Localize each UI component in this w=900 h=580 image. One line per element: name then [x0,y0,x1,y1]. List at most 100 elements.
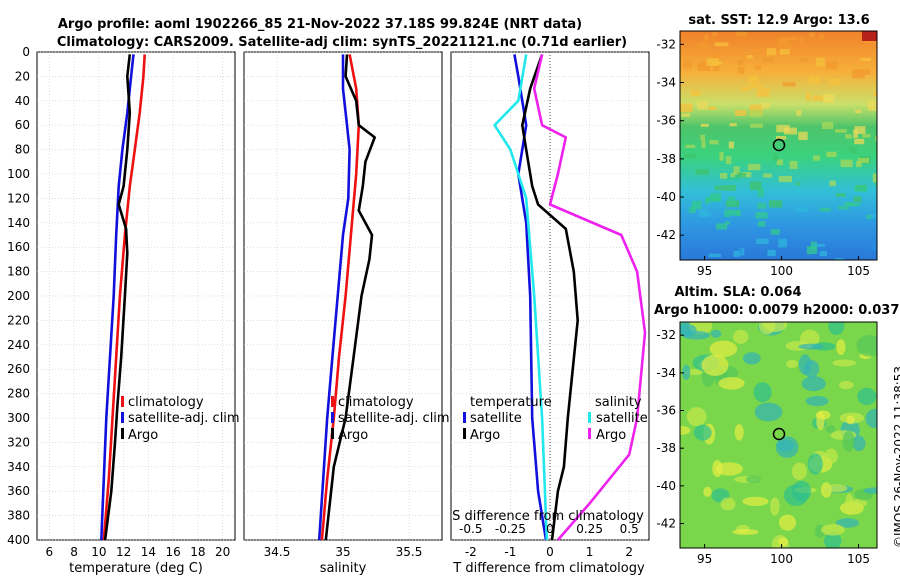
sla-blob [715,462,743,476]
sst-cell [848,146,857,154]
map-lon-label: 100 [770,552,793,566]
sst-cell [699,209,708,218]
s-diff-tick-label: 0.5 [620,522,639,536]
difference-legend: temperature satellite Argo salinity sate… [463,395,648,443]
sst-cell [789,36,797,41]
series-satellite-adj-clim [317,54,351,541]
sst-cell [756,238,769,244]
sst-cell [875,181,877,186]
sst-cell [719,151,724,161]
sst-cell [766,48,777,56]
sla-blob [720,497,736,511]
legend-swatch-t-argo [463,428,466,439]
depth-tick-label: 60 [15,118,30,132]
tick-labels: 0204060801001201401601802002202402602803… [7,45,639,559]
sla-map: Altim. SLA: 0.064 Argo h1000: 0.0079 h20… [654,285,899,566]
sst-cell [695,169,709,175]
legend-t-satellite: satellite [470,411,522,426]
sst-cell [749,181,762,191]
sst-cell [782,82,796,87]
sla-blob [824,448,838,464]
sst-cell [747,163,761,171]
sst-cell [697,41,709,49]
sst-cell [819,251,827,257]
sla-blob [845,493,854,516]
sst-cell [681,113,690,117]
sst-cell [822,121,834,129]
sla-blob [807,453,823,475]
sla-blob [758,322,776,335]
sst-cell [812,95,827,101]
sst-cell [729,123,737,127]
depth-tick-label: 220 [7,313,30,327]
sst-cell [789,160,798,169]
sst-cell [733,251,740,257]
sst-cell [754,51,762,55]
sla-ticks: 95 100 105 -32 -34 -36 -38 -40 -42 [656,328,870,566]
depth-tick-label: 180 [7,265,30,279]
sla-blob [815,410,831,420]
sla-blob [842,430,855,452]
x-tick-label: 34.5 [264,545,291,559]
map-lat-label: -32 [656,37,676,51]
sst-cell [868,105,877,111]
sst-cell [696,46,704,50]
sst-cell [798,131,808,141]
sst-cell [763,173,772,178]
sst-cell [726,184,736,191]
sst-cell [768,200,783,208]
sla-blob [778,514,797,531]
temperature-xlabel: temperature (deg C) [69,561,203,576]
sst-cell [747,55,753,59]
salinity-legend: climatology satellite-adj. clim Argo [331,395,450,443]
series-argo [103,54,132,541]
map-lat-label: -40 [656,479,676,493]
sst-cell [813,243,825,247]
x-tick-label: 8 [70,545,78,559]
imos-timestamp: ©IMOS 26-Nov-2022 11:38:53 [892,365,900,548]
sst-cell [749,75,759,85]
sst-cell [700,134,705,141]
difference-xlabel: T difference from climatology [452,561,645,576]
x-tick-label: 12 [116,545,131,559]
sst-cell [735,31,748,36]
sst-cell [757,188,765,197]
depth-tick-label: 380 [7,509,30,523]
map-lon-label: 105 [847,264,870,278]
map-lon-label: 105 [847,552,870,566]
sst-cell [735,110,747,116]
sst-cell [852,69,865,79]
sla-blob [686,407,707,427]
sst-cell [844,202,855,206]
sla-blob [828,322,845,335]
sst-cell [737,66,745,74]
sst-cell [835,193,846,197]
sst-cell [727,196,736,205]
legend-swatch-satellite [331,412,334,423]
sla-blob [801,376,826,392]
legend-climatology: climatology [128,395,204,410]
depth-tick-label: 160 [7,240,30,254]
s-diff-tick-label: 0 [546,522,554,536]
sst-cell [867,100,877,108]
sst-cell [729,209,740,216]
map-lat-label: -38 [656,441,676,455]
sst-cell [737,172,746,178]
sla-texture [680,322,877,548]
sst-cell [873,91,877,97]
sst-cell [795,182,801,186]
sst-cell [862,134,871,138]
depth-tick-label: 340 [7,460,30,474]
sst-cell [837,205,849,210]
legend-swatch-t-satellite [463,412,466,423]
sla-blob [770,497,780,516]
sla-blob [836,339,846,355]
sst-cell [800,58,810,62]
legend-satellite: satellite-adj. clim [338,411,450,426]
depth-tick-label: 240 [7,338,30,352]
depth-tick-label: 300 [7,411,30,425]
header-title-line2: Climatology: CARS2009. Satellite-adj cli… [57,35,627,50]
sst-cell [757,202,767,209]
sst-cell [870,243,877,250]
sst-map-title: sat. SST: 12.9 Argo: 13.6 [688,13,869,28]
